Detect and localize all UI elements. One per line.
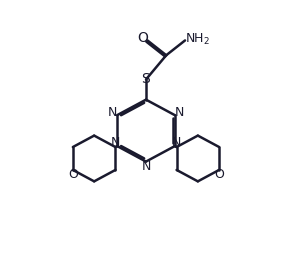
Text: N: N <box>107 106 117 119</box>
Text: NH$_2$: NH$_2$ <box>185 32 210 47</box>
Text: O: O <box>137 31 148 45</box>
Text: N: N <box>175 106 185 119</box>
Text: O: O <box>214 168 224 181</box>
Text: N: N <box>141 160 151 174</box>
Text: S: S <box>142 72 150 86</box>
Text: N: N <box>111 136 120 149</box>
Text: N: N <box>172 136 181 149</box>
Text: O: O <box>68 168 78 181</box>
